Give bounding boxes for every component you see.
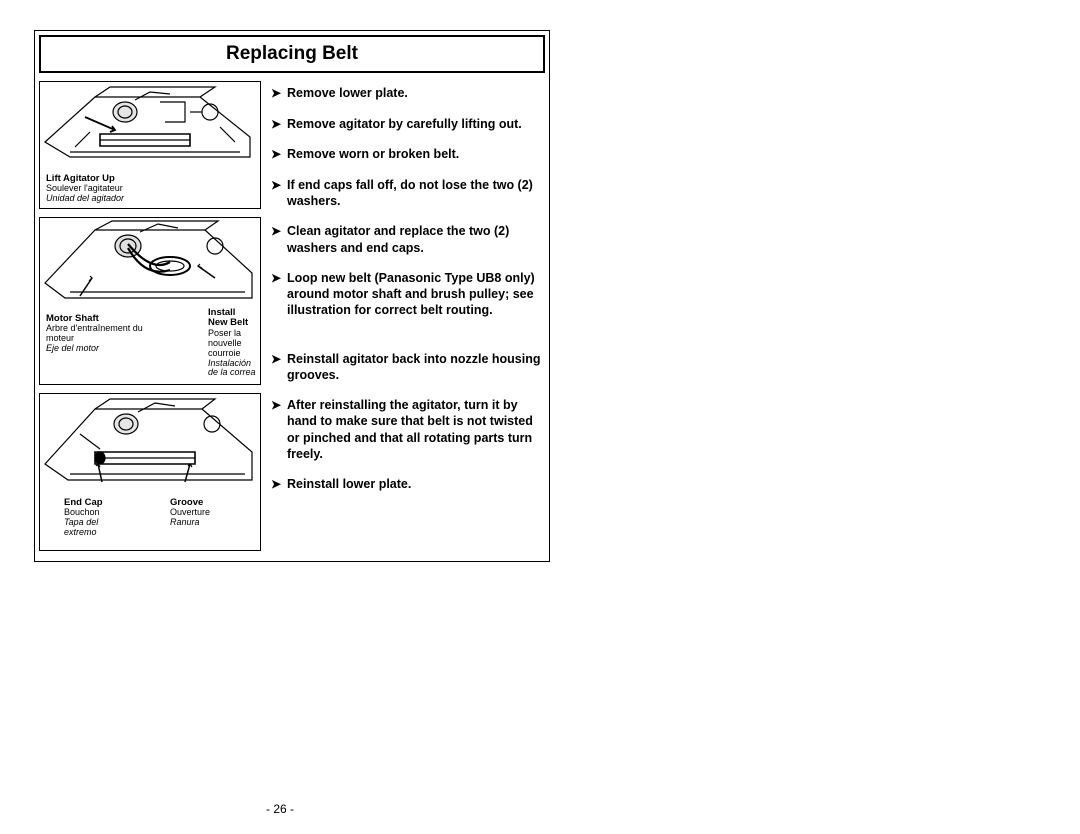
illustration-2: Motor Shaft Arbre d'entraînement du mote… — [39, 217, 261, 385]
bullet-arrow-icon: ➤ — [271, 270, 287, 287]
step-text: Reinstall agitator back into nozzle hous… — [287, 351, 541, 384]
bullet-arrow-icon: ➤ — [271, 85, 287, 102]
instruction-step: ➤Remove agitator by carefully lifting ou… — [271, 116, 541, 133]
bullet-arrow-icon: ➤ — [271, 116, 287, 133]
instruction-step: ➤Clean agitator and replace the two (2) … — [271, 223, 541, 256]
instruction-step: ➤After reinstalling the agitator, turn i… — [271, 397, 541, 462]
illustration-3: End Cap Bouchon Tapa del extremo Groove … — [39, 393, 261, 551]
step-text: Clean agitator and replace the two (2) w… — [287, 223, 541, 256]
title-box: Replacing Belt — [39, 35, 545, 73]
steps-column: ➤Remove lower plate.➤Remove agitator by … — [271, 81, 541, 551]
instruction-step: ➤Remove worn or broken belt. — [271, 146, 541, 163]
bullet-arrow-icon: ➤ — [271, 397, 287, 414]
instruction-step: ➤Reinstall agitator back into nozzle hou… — [271, 351, 541, 384]
step-text: Remove worn or broken belt. — [287, 146, 541, 162]
step-text: Remove lower plate. — [287, 85, 541, 101]
steps-group-2: ➤Reinstall agitator back into nozzle hou… — [271, 351, 541, 493]
vacuum-diagram-1 — [40, 82, 260, 170]
step-text: Loop new belt (Panasonic Type UB8 only) … — [287, 270, 541, 319]
bullet-arrow-icon: ➤ — [271, 146, 287, 163]
instruction-step: ➤Loop new belt (Panasonic Type UB8 only)… — [271, 270, 541, 319]
instruction-step: ➤Remove lower plate. — [271, 85, 541, 102]
vacuum-diagram-3 — [40, 394, 260, 496]
bullet-arrow-icon: ➤ — [271, 177, 287, 194]
step-text: Remove agitator by carefully lifting out… — [287, 116, 541, 132]
instruction-step: ➤Reinstall lower plate. — [271, 476, 541, 493]
content-row: Lift Agitator Up Soulever l'agitateur Un… — [35, 77, 549, 561]
section-frame: Replacing Belt — [34, 30, 550, 562]
section-title: Replacing Belt — [41, 43, 543, 65]
caption-motor-shaft: Motor Shaft Arbre d'entraînement du mote… — [46, 314, 146, 354]
caption-groove: Groove Ouverture Ranura — [170, 498, 230, 528]
illustration-1: Lift Agitator Up Soulever l'agitateur Un… — [39, 81, 261, 209]
caption-install-belt: Install New Belt Poser la nouvelle courr… — [208, 308, 260, 378]
page: Replacing Belt — [0, 0, 1080, 834]
illustration-column: Lift Agitator Up Soulever l'agitateur Un… — [39, 81, 261, 551]
page-number: - 26 - — [0, 802, 560, 816]
bullet-arrow-icon: ➤ — [271, 223, 287, 240]
caption-lift-agitator: Lift Agitator Up Soulever l'agitateur Un… — [46, 174, 124, 204]
step-text: After reinstalling the agitator, turn it… — [287, 397, 541, 462]
instruction-step: ➤If end caps fall off, do not lose the t… — [271, 177, 541, 210]
steps-group-1: ➤Remove lower plate.➤Remove agitator by … — [271, 85, 541, 319]
bullet-arrow-icon: ➤ — [271, 476, 287, 493]
bullet-arrow-icon: ➤ — [271, 351, 287, 368]
steps-gap — [271, 333, 541, 351]
step-text: Reinstall lower plate. — [287, 476, 541, 492]
vacuum-diagram-2 — [40, 218, 260, 312]
caption-end-cap: End Cap Bouchon Tapa del extremo — [64, 498, 124, 538]
step-text: If end caps fall off, do not lose the tw… — [287, 177, 541, 210]
